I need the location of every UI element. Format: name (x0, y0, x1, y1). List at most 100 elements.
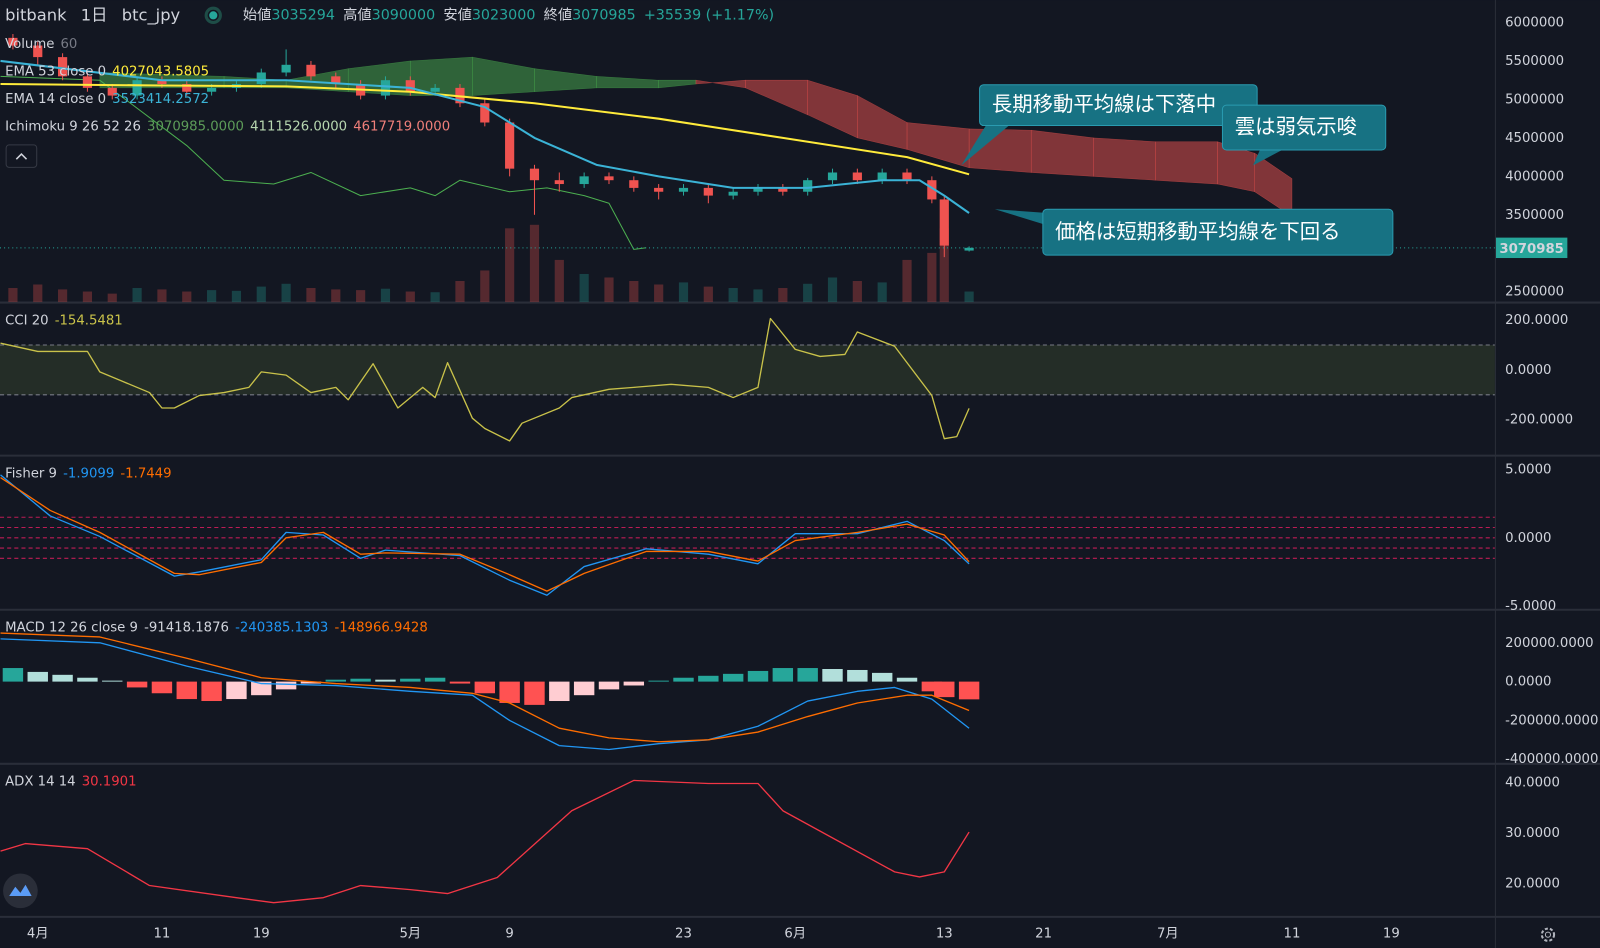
ichimoku-lagging-span (0, 75, 647, 250)
macd-histogram-bar (797, 668, 818, 682)
ichimoku-cloud (1093, 137, 1156, 181)
candle-body (306, 64, 316, 77)
volume-bar (8, 288, 18, 303)
legend-title: CCI 20 (5, 313, 48, 328)
volume-bar (579, 273, 589, 303)
price-label: 3070985 (1499, 242, 1564, 257)
x-tick-label: 11 (153, 927, 170, 942)
macd-histogram-bar (921, 681, 943, 692)
y-tick-label: -200000.0000 (1505, 713, 1598, 728)
y-tick-label: 30.0000 (1505, 826, 1560, 841)
macd-histogram-bar (747, 670, 769, 682)
candle-body (877, 172, 887, 181)
macd-histogram-bar (524, 681, 545, 705)
candle-body (331, 76, 341, 85)
candle-body (207, 87, 217, 92)
low-label: 安値 (443, 6, 472, 23)
market-status-dot (209, 11, 218, 20)
callout-text: 価格は短期移動平均線を下回る (1055, 220, 1340, 244)
settings-gear-hub[interactable] (1544, 931, 1552, 938)
volume-bar (529, 224, 540, 303)
volume-bar (380, 288, 391, 303)
x-tick-label: 4月 (27, 927, 49, 942)
candle-body (505, 122, 515, 169)
x-tick-label: 7月 (1157, 927, 1179, 942)
volume-bar (157, 289, 167, 303)
indicator-legend: CCI 20 -154.5481 (5, 313, 123, 328)
macd-histogram-bar (648, 680, 669, 682)
legend-value: -1.7449 (120, 466, 171, 481)
macd-histogram-bar (350, 678, 371, 682)
settings-button[interactable] (1540, 927, 1556, 942)
candle-body (604, 176, 614, 181)
y-tick-label: 4000000 (1505, 169, 1564, 184)
callout-pointer (961, 122, 1011, 166)
y-tick-label: 0.0000 (1505, 531, 1551, 546)
macd-histogram-bar (698, 675, 719, 682)
volume-bar (182, 291, 192, 303)
macd-histogram-bar (2, 668, 24, 682)
open-label: 始値 (243, 6, 272, 23)
macd-histogram-bar (52, 674, 73, 682)
legend-title: EMA 53 close 0 (5, 64, 106, 79)
volume-bar (629, 280, 639, 303)
legend-value: 3523414.2572 (112, 92, 209, 107)
collapse-button-frame[interactable] (5, 144, 38, 168)
price-label-box (1495, 237, 1568, 259)
volume-bar (778, 288, 788, 303)
logo (3, 873, 38, 909)
settings-gear[interactable] (1540, 927, 1556, 942)
y-tick-label: -200.0000 (1505, 413, 1573, 428)
macd-line (0, 632, 970, 743)
candle-body (57, 57, 68, 77)
symbol-legend: bitbank 1日 btc_jpy (5, 5, 180, 25)
candle-body (579, 176, 589, 185)
x-tick-label: 19 (253, 927, 270, 942)
collapse-icon[interactable] (15, 153, 28, 160)
volume-bar (455, 280, 465, 303)
indicator-legend: ADX 14 14 30.1901 (5, 775, 136, 790)
y-tick-label: 0.0000 (1505, 675, 1551, 690)
macd-histogram-bar (934, 681, 955, 698)
ichimoku-cloud (1254, 152, 1293, 217)
y-tick-label: -5.0000 (1505, 599, 1556, 614)
collapse-button[interactable] (5, 144, 38, 168)
y-tick-label: 3500000 (1505, 208, 1564, 223)
volume-bar (231, 290, 242, 303)
symbol: btc_jpy (122, 5, 181, 25)
cci-band (0, 344, 1495, 395)
x-tick-label: 11 (1284, 927, 1301, 942)
candle-body (107, 87, 117, 96)
volume-bar (827, 277, 838, 303)
indicator-line (0, 317, 970, 442)
y-tick-label: 0.0000 (1505, 363, 1551, 378)
macd-histogram-bar (226, 681, 247, 700)
x-tick-label: 19 (1383, 927, 1400, 942)
macd-histogram-bar (176, 681, 197, 700)
macd-histogram-bar (375, 679, 396, 682)
volume-bar (430, 292, 440, 303)
high-label: 高値 (343, 6, 372, 23)
volume-bar (654, 284, 664, 303)
candle-body (480, 103, 490, 123)
candle-body (629, 180, 639, 188)
macd-histogram-bar (499, 681, 520, 703)
callout-text: 雲は弱気示唆 (1235, 115, 1357, 139)
volume-bar (132, 288, 142, 303)
volume-bar (331, 289, 341, 303)
candle-body (728, 191, 738, 196)
callout-box (1042, 208, 1394, 256)
y-tick-label: 200.0000 (1505, 313, 1568, 328)
volume-bar (281, 283, 291, 303)
open-value: 3035294 (271, 7, 335, 23)
callout-box (1221, 104, 1387, 151)
macd-histogram-bar (822, 669, 843, 682)
y-tick-label: 200000.0000 (1505, 636, 1594, 651)
y-tick-label: 5.0000 (1505, 462, 1551, 477)
legend-value: 30.1901 (82, 775, 137, 790)
market-status (204, 6, 222, 24)
legend-value: 60 (61, 37, 78, 52)
volume-bar (306, 288, 316, 303)
volume-bar (852, 280, 862, 303)
